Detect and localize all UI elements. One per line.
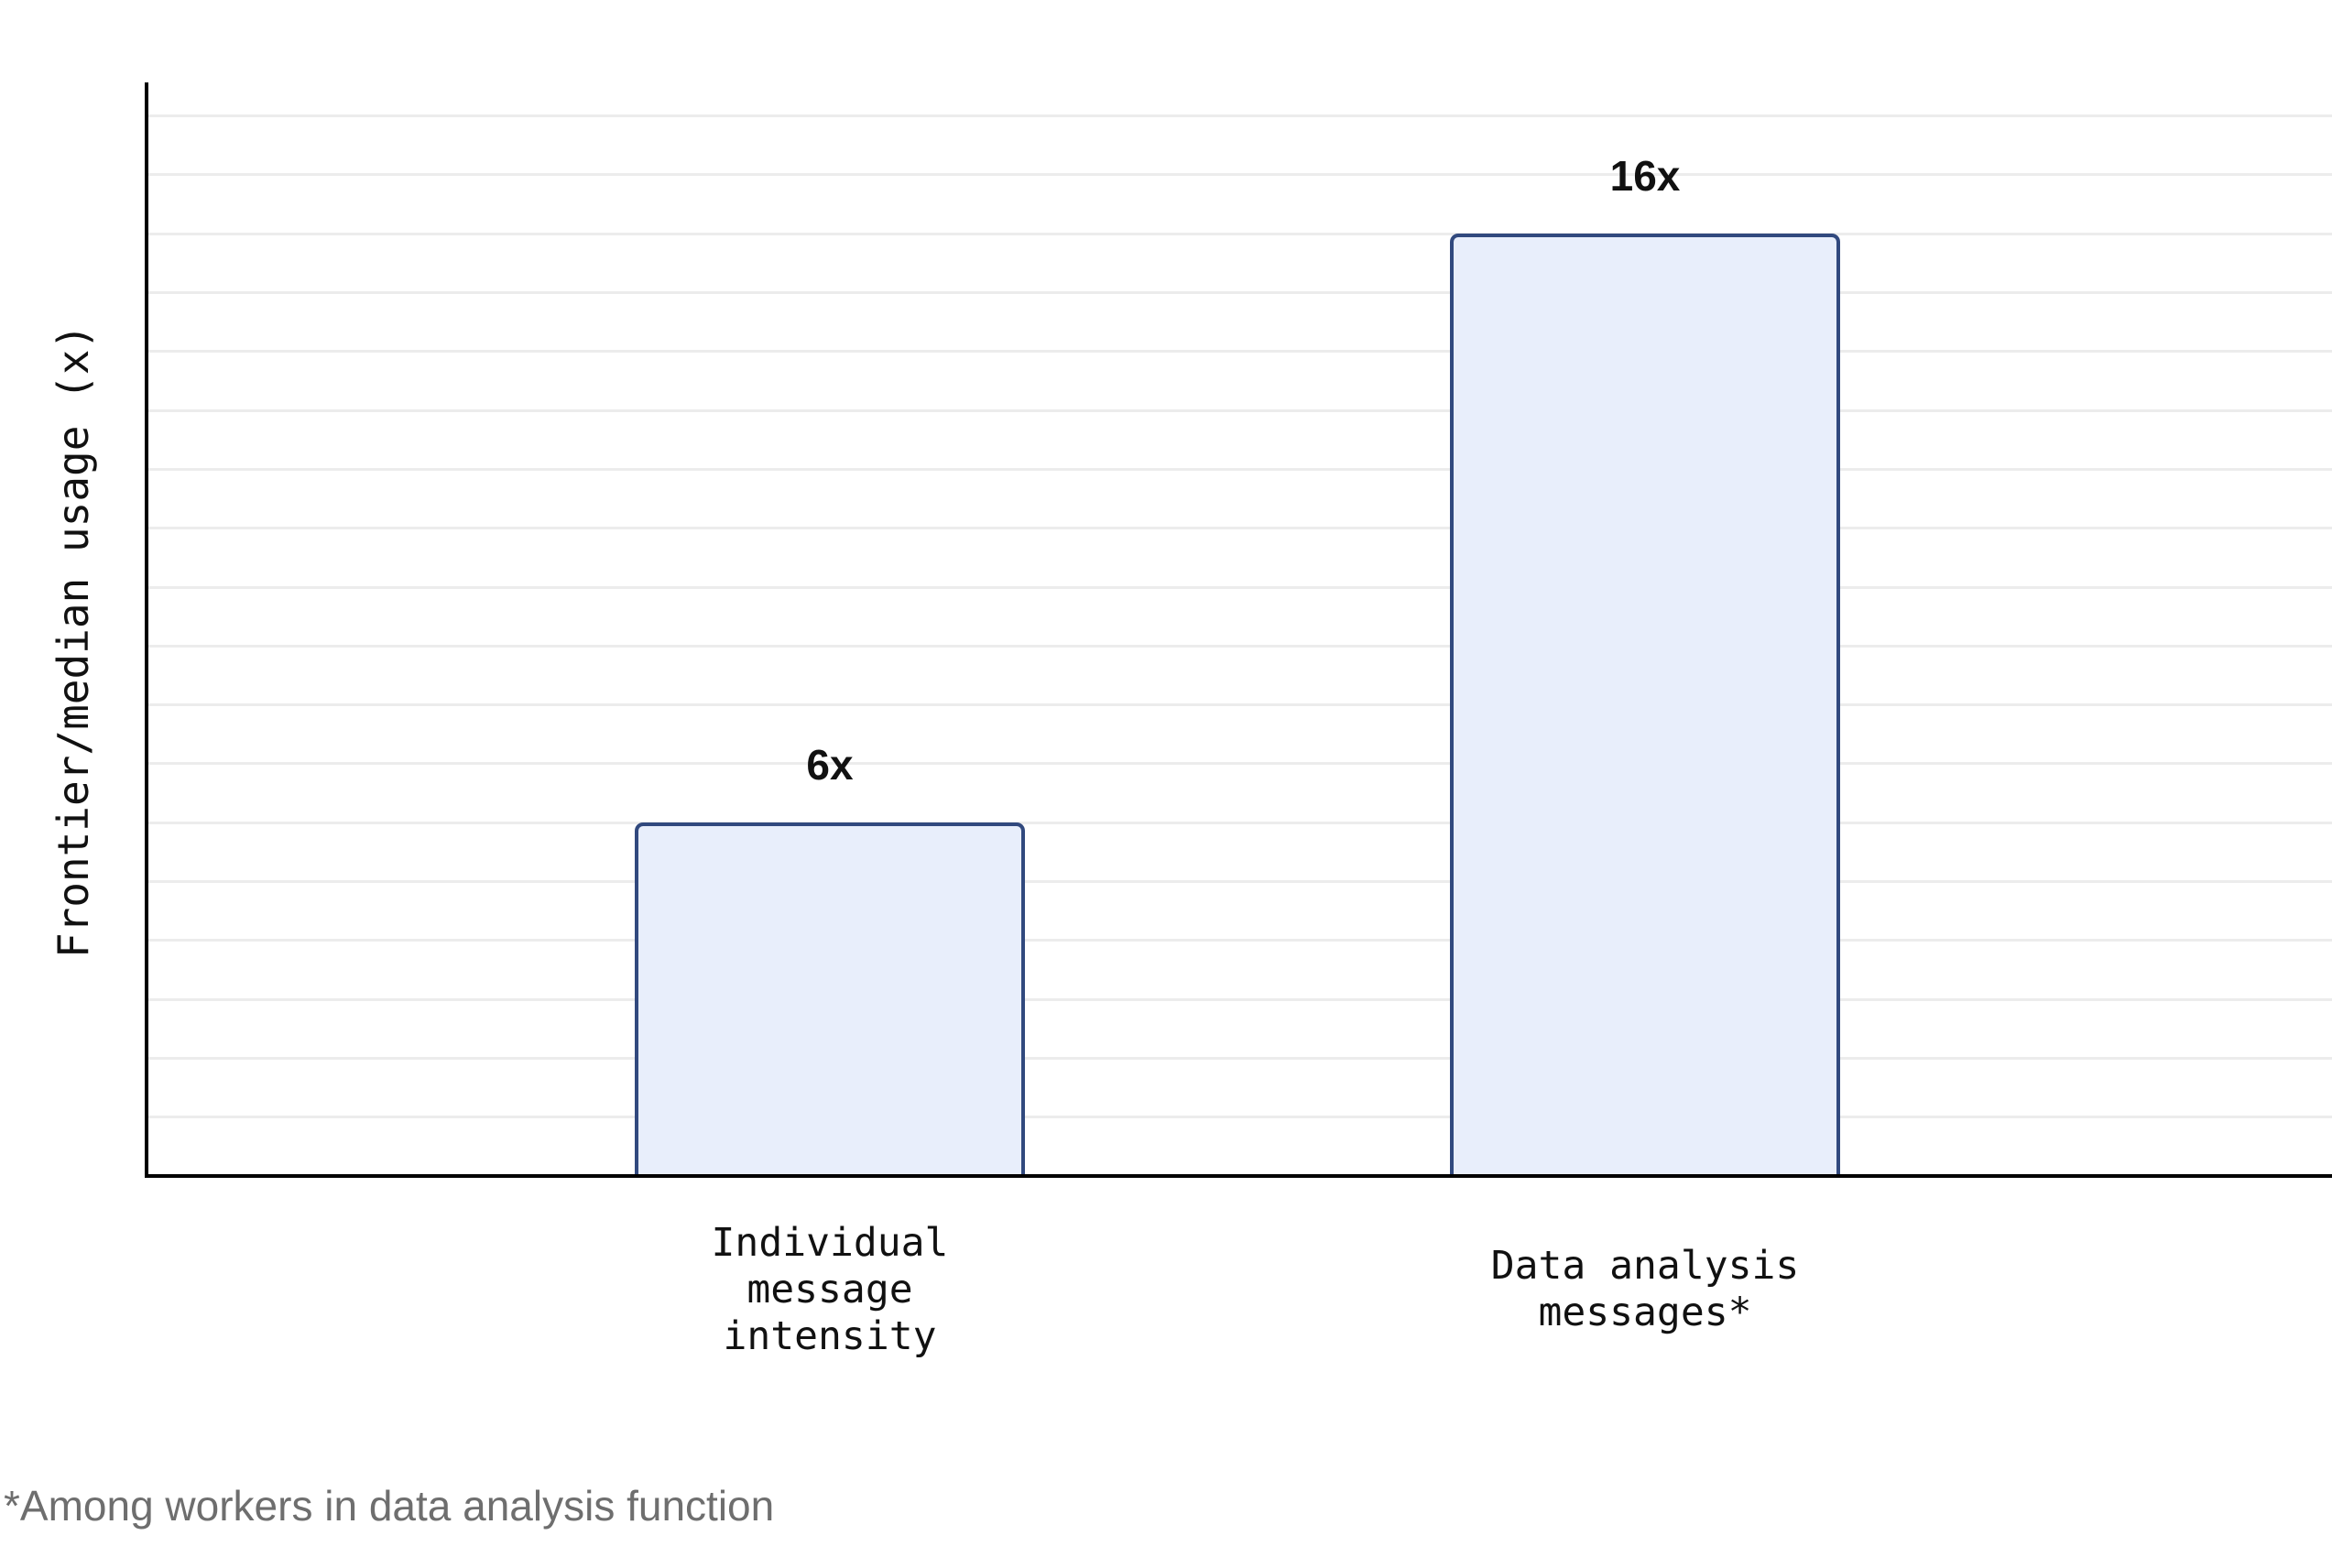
gridline: [148, 232, 2332, 235]
gridline: [148, 173, 2332, 177]
y-axis-label: Frontier/median usage (x): [49, 323, 98, 959]
gridline: [148, 467, 2332, 471]
bar-value-label: 16x: [1609, 152, 1681, 201]
gridline: [148, 1056, 2332, 1060]
x-axis-line: [145, 1174, 2332, 1178]
bar-individual-message-intensity: [635, 822, 1025, 1176]
bar-value-label: 6x: [806, 741, 854, 789]
gridline: [148, 880, 2332, 883]
gridline: [148, 408, 2332, 412]
gridline: [148, 114, 2332, 118]
gridline: [148, 527, 2332, 530]
y-axis-line: [145, 82, 148, 1178]
gridline: [148, 939, 2332, 942]
gridline: [148, 644, 2332, 648]
footnote: *Among workers in data analysis function: [4, 1482, 775, 1530]
gridline: [148, 703, 2332, 707]
gridline: [148, 1116, 2332, 1119]
bar-data-analysis-messages: [1450, 234, 1840, 1176]
gridline: [148, 821, 2332, 824]
x-tick-data-analysis-messages: Data analysis messages*: [1490, 1243, 1800, 1335]
gridline: [148, 997, 2332, 1001]
gridline: [148, 291, 2332, 294]
gridline: [148, 350, 2332, 354]
gridline: [148, 585, 2332, 589]
gridline: [148, 762, 2332, 766]
x-tick-individual-message-intensity: Individual message intensity: [711, 1219, 949, 1359]
